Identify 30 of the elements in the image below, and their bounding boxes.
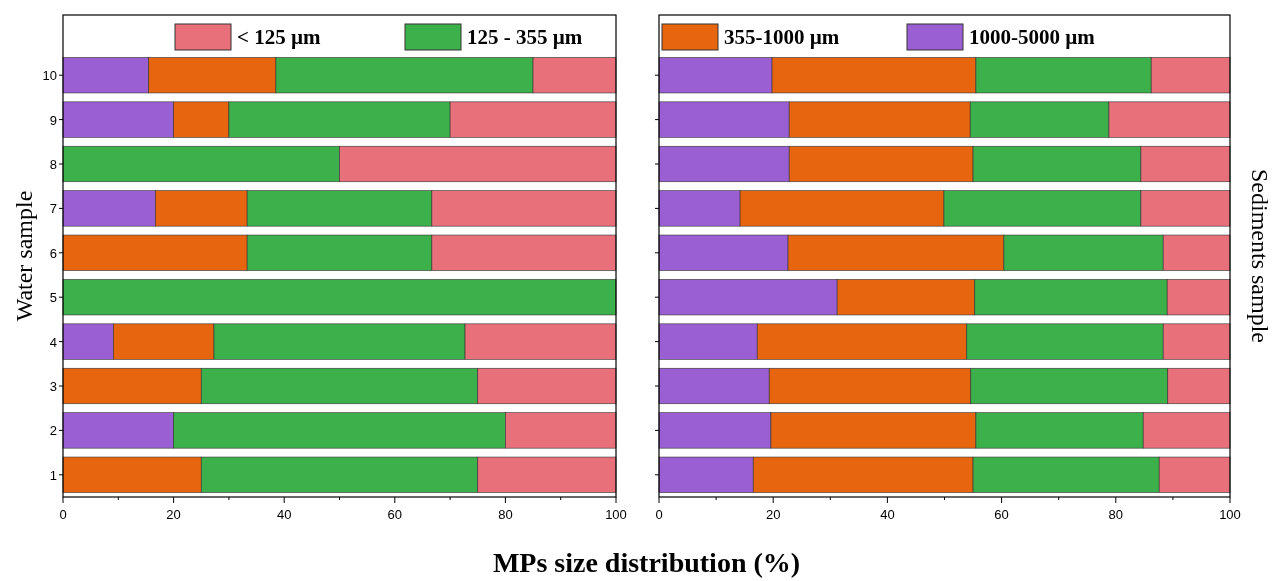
x-tick-label: 100	[605, 507, 627, 522]
x-tick-label: 20	[166, 507, 181, 522]
x-tick-label: 60	[994, 507, 1009, 522]
x-tick-label: 0	[655, 507, 663, 522]
x-tick-label: 80	[1108, 507, 1124, 522]
y-axis-title: Sediments sample	[1247, 169, 1273, 343]
y-tick-label: 10	[42, 68, 57, 84]
y-tick-label: 5	[49, 290, 57, 306]
y-axis-title: Water sample	[11, 190, 37, 322]
y-tick-label: 3	[49, 379, 57, 394]
y-tick-label: 6	[49, 245, 57, 261]
y-tick-label: 1	[49, 467, 57, 483]
x-tick-label: 0	[59, 507, 67, 522]
x-axis-title: MPs size distribution (%)	[492, 547, 801, 578]
y-tick-label: 9	[49, 112, 57, 128]
x-tick-label: 40	[880, 507, 895, 522]
y-tick-label: 8	[49, 157, 57, 172]
y-tick-label: 2	[49, 423, 57, 439]
y-tick-label: 4	[49, 334, 57, 350]
x-tick-label: 100	[1219, 507, 1241, 522]
x-tick-label: 40	[276, 507, 292, 522]
x-tick-label: 60	[387, 507, 403, 522]
x-tick-label: 20	[765, 507, 781, 522]
y-tick-label: 7	[49, 201, 57, 217]
legend-label: 1000-5000 µm	[969, 25, 1096, 49]
legend-label: < 125 µm	[237, 25, 322, 49]
x-tick-label: 80	[498, 507, 513, 522]
legend-label: 355-1000 µm	[724, 25, 840, 49]
bar	[62, 279, 617, 316]
legend-label: 125 - 355 µm	[467, 25, 583, 49]
